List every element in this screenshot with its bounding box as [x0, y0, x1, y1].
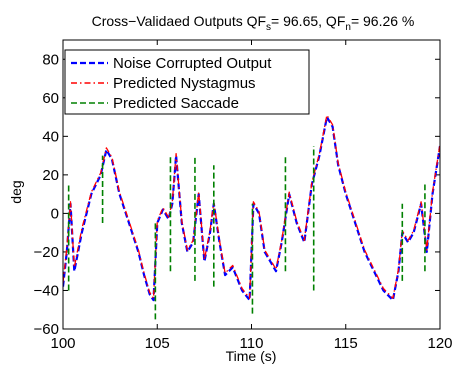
series-predicted-nystagmus — [63, 114, 440, 299]
legend: Noise Corrupted Output Predicted Nystagmu… — [64, 49, 310, 115]
series-line — [63, 115, 440, 302]
x-tick-label: 110 — [240, 335, 264, 352]
y-tick-label: 0 — [51, 205, 59, 222]
y-tick-label: 20 — [42, 167, 59, 184]
title-main: Cross−Validaed Outputs QF — [92, 13, 266, 29]
series-line — [63, 114, 440, 299]
y-tick-label: −20 — [34, 244, 59, 261]
series-noise-corrupted-output — [63, 115, 440, 302]
series-predicted-saccade — [67, 145, 426, 320]
y-axis-label: deg — [8, 180, 24, 203]
legend-entry: Noise Corrupted Output — [113, 55, 272, 72]
title-val-s: = 96.65, QF — [271, 13, 345, 29]
title-val-n: = 96.26 % — [351, 13, 414, 29]
title-sub-s: s — [266, 22, 271, 33]
y-tick-label: 40 — [42, 128, 59, 145]
legend-entry: Predicted Nystagmus — [113, 75, 256, 92]
title-sub-n: n — [345, 22, 351, 33]
y-tick-label: 60 — [42, 90, 59, 107]
series-layer — [63, 114, 440, 320]
x-tick-label: 105 — [145, 335, 170, 352]
y-tick-label: −40 — [34, 282, 59, 299]
x-tick-label: 100 — [50, 335, 75, 352]
x-tick-label: 115 — [334, 335, 358, 352]
x-tick-label: 120 — [427, 335, 452, 352]
legend-box — [64, 49, 310, 115]
y-tick-label: 80 — [42, 51, 59, 68]
chart-title: Cross−Validaed Outputs QFs= 96.65, QFn= … — [92, 13, 415, 33]
legend-entry: Predicted Saccade — [113, 95, 239, 112]
axis-ticks: 100 105 110 115 120 80 60 40 20 0 −20 −40 −60 — [34, 40, 453, 352]
x-axis-label: Time (s) — [226, 348, 277, 364]
y-tick-label: −60 — [34, 321, 59, 338]
plot-frame — [62, 39, 441, 330]
